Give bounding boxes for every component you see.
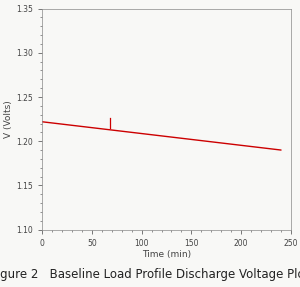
X-axis label: Time (min): Time (min) — [142, 250, 191, 259]
Text: Figure 2   Baseline Load Profile Discharge Voltage Plot: Figure 2 Baseline Load Profile Discharge… — [0, 268, 300, 281]
Y-axis label: V (Volts): V (Volts) — [4, 100, 13, 138]
